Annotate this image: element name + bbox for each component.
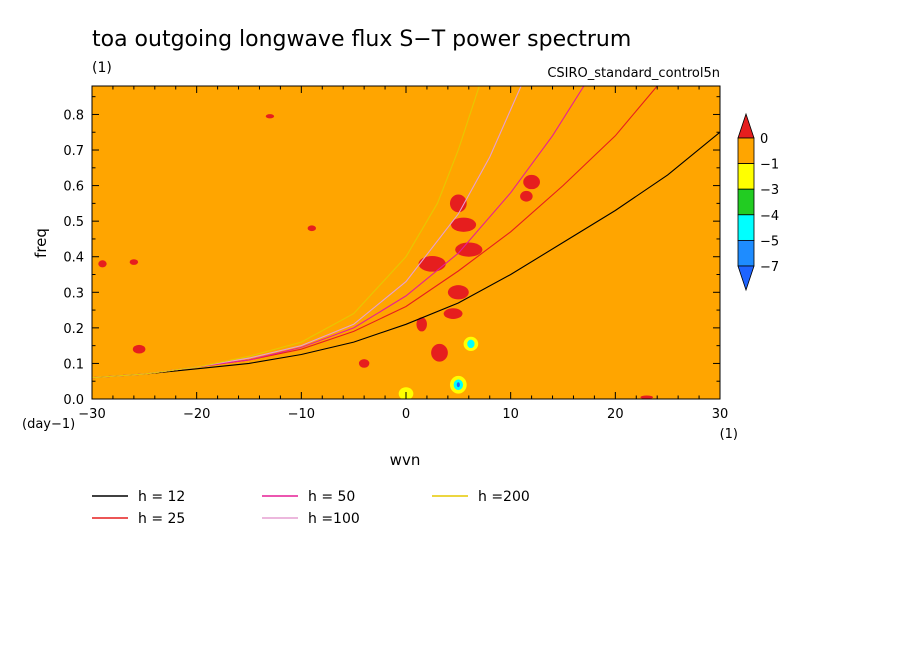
colorbar-segment (737, 137, 755, 165)
chart-subtitle: CSIRO_standard_control5n (547, 66, 720, 81)
legend-label: h = 25 (138, 511, 185, 527)
contour-patch (455, 242, 483, 257)
x-tick-label: −10 (288, 407, 315, 422)
y-tick-label: 0.3 (63, 286, 84, 301)
x-tick-label: 10 (502, 407, 519, 422)
colorbar-label: −5 (760, 234, 779, 249)
y-axis-label: freq (32, 228, 50, 258)
y-tick-label: 0.5 (63, 215, 84, 230)
legend-label: h = 50 (308, 489, 355, 505)
contour-patch (451, 217, 477, 232)
contour-patch (443, 308, 463, 319)
contour-patch (431, 343, 448, 362)
contour-patch (418, 256, 446, 272)
y-tick-label: 0.0 (63, 393, 84, 408)
colorbar-label: −1 (760, 158, 779, 173)
colorbar-label: −4 (760, 209, 779, 224)
contour-patch (132, 344, 146, 354)
contour-patch (98, 260, 107, 268)
legend-label: h =100 (308, 511, 360, 527)
colorbar-segment (737, 239, 755, 267)
contour-patch (447, 285, 469, 300)
colorbar-bottom-arrow (737, 265, 755, 292)
colorbar-top-arrow (737, 112, 755, 139)
series-line (92, 86, 480, 379)
contour-patch (416, 317, 427, 332)
plot-area (91, 85, 721, 400)
colorbar-segment (737, 163, 755, 190)
chart-title: toa outgoing longwave flux S−T power spe… (92, 27, 631, 52)
heatmap-background (92, 86, 720, 399)
y-tick-label: 0.8 (63, 108, 84, 123)
x-tick-label: −20 (183, 407, 210, 422)
x-tick-label: 30 (712, 407, 729, 422)
x-tick-label: 20 (607, 407, 624, 422)
y-tick-label: 0.6 (63, 180, 84, 195)
y-unit-label: (day−1) (22, 417, 75, 432)
colorbar-label: −3 (760, 183, 779, 198)
contour-patch (265, 114, 275, 119)
contour-patch (523, 174, 540, 190)
x-axis-ticks: −30 −20 −10 0 10 20 30 (78, 86, 728, 422)
contour-patch (449, 194, 467, 213)
contour-patch (358, 359, 370, 368)
contour-patch (456, 382, 460, 388)
y-tick-label: 0.4 (63, 251, 84, 266)
contour-patch (520, 190, 533, 202)
colorbar-label: 0 (760, 132, 768, 147)
x-unit-label: (1) (720, 427, 738, 442)
y-tick-label: 0.7 (63, 144, 84, 159)
legend: h = 12 h = 25 h = 50 h =100 h =200 (92, 489, 530, 527)
y-axis-ticks: 0.0 0.1 0.2 0.3 0.4 0.5 0.6 0.7 0.8 (63, 96, 720, 408)
x-axis-label: wvn (390, 451, 421, 469)
legend-label: h =200 (478, 489, 530, 505)
series-line (92, 131, 720, 379)
contour-patch (467, 339, 475, 349)
contour-patch (129, 259, 139, 265)
x-tick-label: −30 (78, 407, 105, 422)
contour-patch (640, 395, 654, 399)
colorbar-segment (737, 214, 755, 241)
y-tick-label: 0.2 (63, 322, 84, 337)
legend-label: h = 12 (138, 489, 185, 505)
chart-units-label: (1) (92, 60, 112, 76)
colorbar-label: −7 (760, 260, 779, 275)
y-tick-label: 0.1 (63, 357, 84, 372)
colorbar: 0 −1 −3 −4 −5 −7 (737, 112, 779, 292)
x-tick-label: 0 (402, 407, 410, 422)
contour-patch (307, 225, 316, 232)
colorbar-segment (737, 188, 755, 216)
